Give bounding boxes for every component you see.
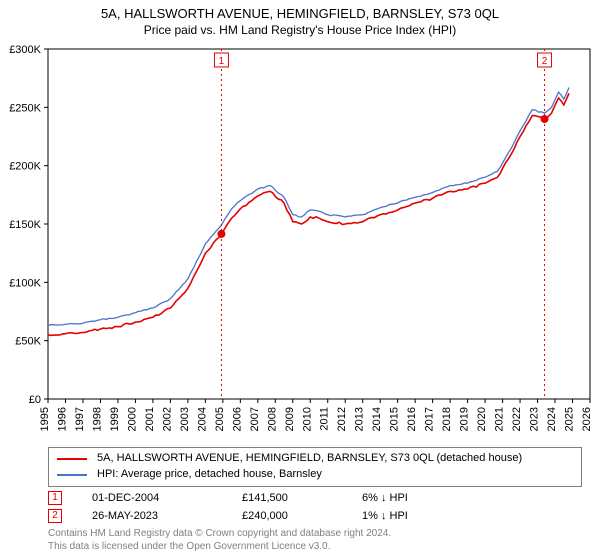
svg-text:£150K: £150K [9,219,41,231]
event-table: 1 01-DEC-2004 £141,500 6% ↓ HPI 2 26-MAY-2023… [48,491,582,523]
svg-text:2018: 2018 [441,407,453,431]
legend-row: HPI: Average price, detached house, Barn… [57,467,573,483]
svg-text:1999: 1999 [109,407,121,431]
legend-label: HPI: Average price, detached house, Barn… [97,467,322,483]
svg-text:2000: 2000 [126,407,138,431]
footer-line-2: This data is licensed under the Open Gov… [48,540,582,554]
legend-row: 5A, HALLSWORTH AVENUE, HEMINGFIELD, BARN… [57,451,573,467]
svg-text:2008: 2008 [266,407,278,431]
svg-text:2011: 2011 [319,407,331,431]
svg-text:£100K: £100K [9,277,41,289]
svg-text:£300K: £300K [9,44,41,56]
legend-box: 5A, HALLSWORTH AVENUE, HEMINGFIELD, BARN… [48,447,582,487]
line-chart-svg: £0 £50K £100K £150K £200K £250K £300K 1995 1996 1… [0,41,600,441]
svg-text:2017: 2017 [424,407,436,431]
legend-swatch [57,458,87,460]
chart-area: £0 £50K £100K £150K £200K £250K £300K 1995 1996 1… [0,41,600,441]
svg-text:2003: 2003 [179,407,191,431]
svg-text:£50K: £50K [15,336,41,348]
svg-text:1998: 1998 [91,407,103,431]
svg-text:2021: 2021 [494,407,506,431]
event-row: 1 01-DEC-2004 £141,500 6% ↓ HPI [48,491,582,505]
svg-text:2010: 2010 [301,407,313,431]
svg-text:2: 2 [542,56,548,67]
svg-text:2009: 2009 [284,407,296,431]
svg-text:1997: 1997 [74,407,86,431]
svg-text:2023: 2023 [529,407,541,431]
chart-subtitle: Price paid vs. HM Land Registry's House … [0,21,600,41]
svg-text:2025: 2025 [564,407,576,431]
svg-text:£200K: £200K [9,161,41,173]
svg-text:1: 1 [219,56,225,67]
svg-text:£250K: £250K [9,102,41,114]
legend-label: 5A, HALLSWORTH AVENUE, HEMINGFIELD, BARN… [97,451,522,467]
event-marker-icon: 2 [48,509,62,523]
svg-text:2013: 2013 [354,407,366,431]
legend-swatch [57,474,87,476]
svg-text:2016: 2016 [406,407,418,431]
svg-text:1996: 1996 [56,407,68,431]
svg-text:2024: 2024 [546,407,558,431]
svg-text:2004: 2004 [196,407,208,431]
svg-text:1995: 1995 [39,407,51,431]
svg-text:2002: 2002 [161,407,173,431]
svg-text:2026: 2026 [581,407,593,431]
svg-text:2015: 2015 [389,407,401,431]
event-price: £240,000 [242,510,332,522]
svg-text:2005: 2005 [214,407,226,431]
svg-text:2020: 2020 [476,407,488,431]
svg-text:2007: 2007 [249,407,261,431]
svg-text:2012: 2012 [336,407,348,431]
chart-container: { "title": "5A, HALLSWORTH AVENUE, HEMIN… [0,0,600,560]
svg-text:2019: 2019 [459,407,471,431]
svg-text:2014: 2014 [371,407,383,431]
svg-text:2022: 2022 [511,407,523,431]
chart-title: 5A, HALLSWORTH AVENUE, HEMINGFIELD, BARN… [0,0,600,21]
event-marker-icon: 1 [48,491,62,505]
footer-attribution: Contains HM Land Registry data © Crown c… [48,527,582,554]
event-price: £141,500 [242,492,332,504]
svg-text:2006: 2006 [231,407,243,431]
svg-text:2001: 2001 [144,407,156,431]
event-row: 2 26-MAY-2023 £240,000 1% ↓ HPI [48,509,582,523]
event-date: 01-DEC-2004 [92,492,212,504]
event-hpi: 6% ↓ HPI [362,492,408,504]
event-date: 26-MAY-2023 [92,510,212,522]
event-hpi: 1% ↓ HPI [362,510,408,522]
footer-line-1: Contains HM Land Registry data © Crown c… [48,527,582,541]
svg-text:£0: £0 [29,394,41,406]
